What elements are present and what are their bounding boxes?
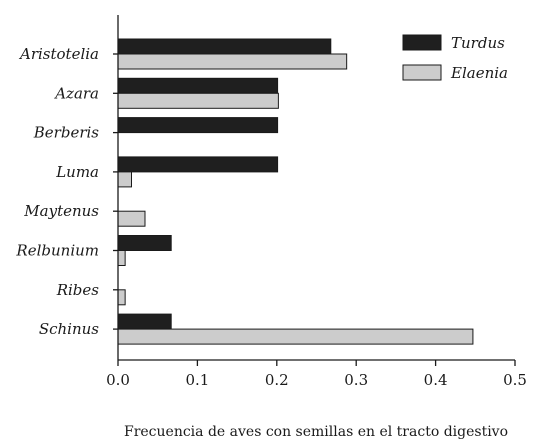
labels-group: Aristotelia Azara Berberis Luma Maytenus Relb… <box>15 45 527 389</box>
category-label: Berberis <box>33 124 100 142</box>
legend-swatch-turdus <box>402 34 442 51</box>
legend-label-elaenia: Elaenia <box>450 64 508 82</box>
x-tick-label: 0.0 <box>106 371 130 389</box>
bar-turdus-azara <box>117 77 279 94</box>
category-label: Aristotelia <box>18 45 99 63</box>
bar-elaenia-aristotelia <box>117 53 348 70</box>
x-axis-title: Frecuencia de aves con semillas en el tr… <box>124 424 508 440</box>
bar-turdus-aristotelia <box>117 38 332 55</box>
legend: Turdus Elaenia <box>402 34 508 82</box>
ticks-group <box>113 53 516 366</box>
bar-elaenia-schinus <box>117 328 474 345</box>
category-label: Azara <box>53 84 99 102</box>
legend-swatch-elaenia <box>402 64 442 81</box>
category-label: Luma <box>55 163 99 181</box>
category-label: Schinus <box>39 320 99 338</box>
bars-group <box>117 38 474 345</box>
bar-turdus-berberis <box>117 117 279 134</box>
bar-turdus-luma <box>117 156 279 173</box>
x-tick-label: 0.5 <box>503 371 527 389</box>
x-tick-label: 0.2 <box>265 371 289 389</box>
x-tick-label: 0.4 <box>424 371 448 389</box>
category-label: Ribes <box>56 281 100 299</box>
legend-label-turdus: Turdus <box>451 34 505 52</box>
category-label: Maytenus <box>23 202 99 220</box>
x-tick-label: 0.1 <box>185 371 209 389</box>
bar-elaenia-ribes <box>117 289 126 306</box>
bar-turdus-relbunium <box>117 235 172 251</box>
category-label: Relbunium <box>15 242 99 260</box>
x-tick-label: 0.3 <box>344 371 368 389</box>
bar-elaenia-relbunium <box>117 250 126 266</box>
bar-elaenia-azara <box>117 92 279 109</box>
bar-turdus-schinus <box>117 313 172 330</box>
bar-elaenia-luma <box>117 171 132 188</box>
bar-elaenia-maytenus <box>117 210 146 227</box>
